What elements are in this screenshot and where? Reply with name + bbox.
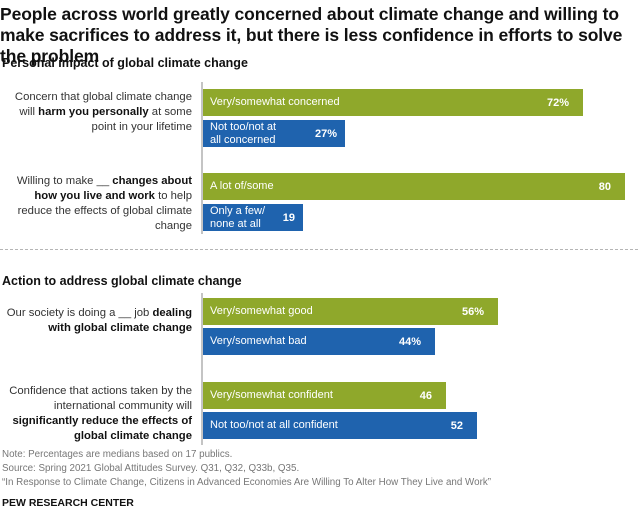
section-divider	[0, 249, 638, 250]
row-label-bold-text: changes about how you live and work	[34, 175, 192, 202]
footer-note: Note: Percentages are medians based on 1…	[2, 449, 233, 460]
bar-category-label: Not too/not at all concerned	[210, 120, 277, 146]
row-label: Confidence that actions taken by the int…	[0, 384, 192, 444]
row-label-text: at some point in your lifetime	[91, 106, 192, 133]
bar-green: Very/somewhat good 56%	[203, 298, 498, 325]
axis-line-section-1	[201, 82, 203, 234]
chart-title: People across world greatly concerned ab…	[0, 4, 623, 66]
section-title-personal-impact: Personal impact of global climate change	[2, 56, 248, 70]
row-label-bold-text: dealing with global climate change	[48, 307, 192, 334]
row-label-text: to help reduce the effects of global cli…	[17, 190, 192, 232]
row-label-text: Concern that global climate change will	[14, 91, 192, 118]
footer-report: “In Response to Climate Change, Citizens…	[2, 477, 491, 488]
bar-green: A lot of/some 80	[203, 173, 625, 200]
bar-blue: Very/somewhat bad 44%	[203, 328, 435, 355]
bar-green: Very/somewhat concerned 72%	[203, 89, 583, 116]
bar-value-label: 56%	[461, 305, 484, 318]
row-label-text: Confidence that actions taken by the int…	[9, 385, 192, 412]
bar-category-label: Very/somewhat good	[210, 305, 313, 317]
bar-category-label: A lot of/some	[210, 180, 274, 192]
row-label-text: Willing to make __	[16, 175, 113, 187]
bar-blue: Only a few/ none at all 19	[203, 204, 303, 231]
row-label-text: Our society is doing a __ job	[6, 307, 153, 319]
row-label: Willing to make __ changes about how you…	[0, 174, 192, 234]
bar-blue: Not too/not at all confident 52	[203, 412, 477, 439]
row-label-bold-text: harm you personally	[38, 106, 149, 118]
bar-value-label: 19	[282, 211, 295, 224]
bar-value-label: 44%	[398, 335, 421, 348]
bar-value-label: 46	[419, 389, 432, 402]
row-label-bold-text: significantly reduce the effects of glob…	[12, 415, 192, 442]
bar-category-label: Very/somewhat concerned	[210, 96, 340, 108]
bar-category-label: Very/somewhat bad	[210, 335, 307, 347]
bar-blue: Not too/not at all concerned 27%	[203, 120, 345, 147]
section-title-action: Action to address global climate change	[2, 274, 242, 288]
bar-value-label: 80	[598, 180, 611, 193]
bar-category-label: Not too/not at all confident	[210, 419, 338, 431]
row-label: Our society is doing a __ job dealing wi…	[0, 306, 192, 336]
bar-value-label: 72%	[546, 96, 569, 109]
bar-value-label: 27%	[314, 127, 337, 140]
bar-value-label: 52	[450, 419, 463, 432]
bar-green: Very/somewhat confident 46	[203, 382, 446, 409]
row-label: Concern that global climate change will …	[0, 90, 192, 135]
bar-category-label: Only a few/ none at all	[210, 204, 266, 230]
axis-line-section-2	[201, 293, 203, 445]
pew-brand: PEW RESEARCH CENTER	[2, 497, 134, 509]
footer-source: Source: Spring 2021 Global Attitudes Sur…	[2, 463, 300, 474]
bar-category-label: Very/somewhat confident	[210, 389, 333, 401]
